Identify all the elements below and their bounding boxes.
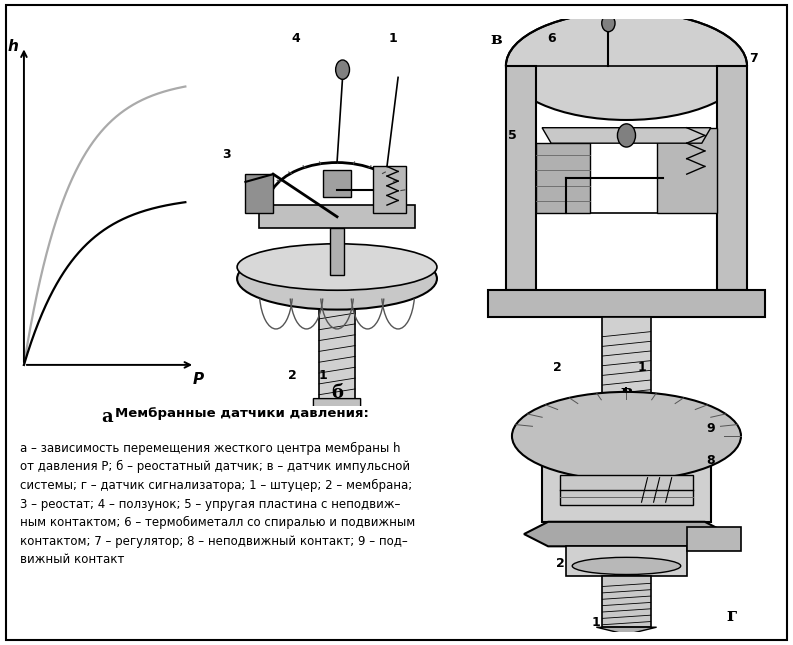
Ellipse shape xyxy=(237,248,437,310)
Text: 9: 9 xyxy=(707,422,715,435)
Text: P: P xyxy=(193,372,204,387)
Bar xyxy=(542,450,711,522)
Text: а: а xyxy=(102,408,113,426)
Text: 1: 1 xyxy=(592,616,601,629)
Text: 4: 4 xyxy=(291,32,300,45)
Circle shape xyxy=(618,124,635,147)
Bar xyxy=(603,317,650,399)
Polygon shape xyxy=(313,399,361,422)
Text: б: б xyxy=(331,384,343,402)
Text: 2: 2 xyxy=(288,369,297,382)
Bar xyxy=(566,546,687,576)
Polygon shape xyxy=(542,128,711,143)
Bar xyxy=(246,174,273,213)
Bar xyxy=(717,66,747,290)
Bar xyxy=(330,228,344,275)
Ellipse shape xyxy=(512,392,741,480)
Circle shape xyxy=(335,60,350,79)
Bar xyxy=(506,66,536,290)
Bar xyxy=(488,290,765,317)
Bar xyxy=(536,143,590,213)
Text: 7: 7 xyxy=(749,52,757,64)
Text: 5: 5 xyxy=(508,129,516,142)
Text: г: г xyxy=(726,607,737,625)
Bar xyxy=(324,170,351,197)
Polygon shape xyxy=(596,627,657,635)
Circle shape xyxy=(620,365,633,375)
Text: 8: 8 xyxy=(707,454,715,467)
Ellipse shape xyxy=(506,12,747,120)
Ellipse shape xyxy=(573,557,680,575)
Text: 1: 1 xyxy=(388,32,397,45)
Text: 2: 2 xyxy=(553,361,561,374)
Circle shape xyxy=(602,15,615,32)
Text: Мембранные датчики давления:: Мембранные датчики давления: xyxy=(115,407,369,420)
Text: 2: 2 xyxy=(556,557,565,570)
Bar xyxy=(603,576,650,627)
Ellipse shape xyxy=(237,244,437,290)
Text: а – зависимость перемещения жесткого центра мембраны h
от давления Р; б – реоста: а – зависимость перемещения жесткого цен… xyxy=(21,442,416,566)
Text: 3: 3 xyxy=(222,148,230,161)
Bar xyxy=(259,205,415,228)
Text: 1: 1 xyxy=(637,361,646,374)
Text: в: в xyxy=(620,384,633,402)
Bar xyxy=(657,128,717,213)
Bar xyxy=(560,475,693,504)
Polygon shape xyxy=(524,522,729,546)
Bar xyxy=(319,290,355,399)
Text: 1: 1 xyxy=(319,369,328,382)
Text: 6: 6 xyxy=(547,32,555,45)
Bar xyxy=(373,166,406,213)
Bar xyxy=(687,527,741,551)
Text: h: h xyxy=(7,39,18,54)
Text: в: в xyxy=(491,31,503,48)
